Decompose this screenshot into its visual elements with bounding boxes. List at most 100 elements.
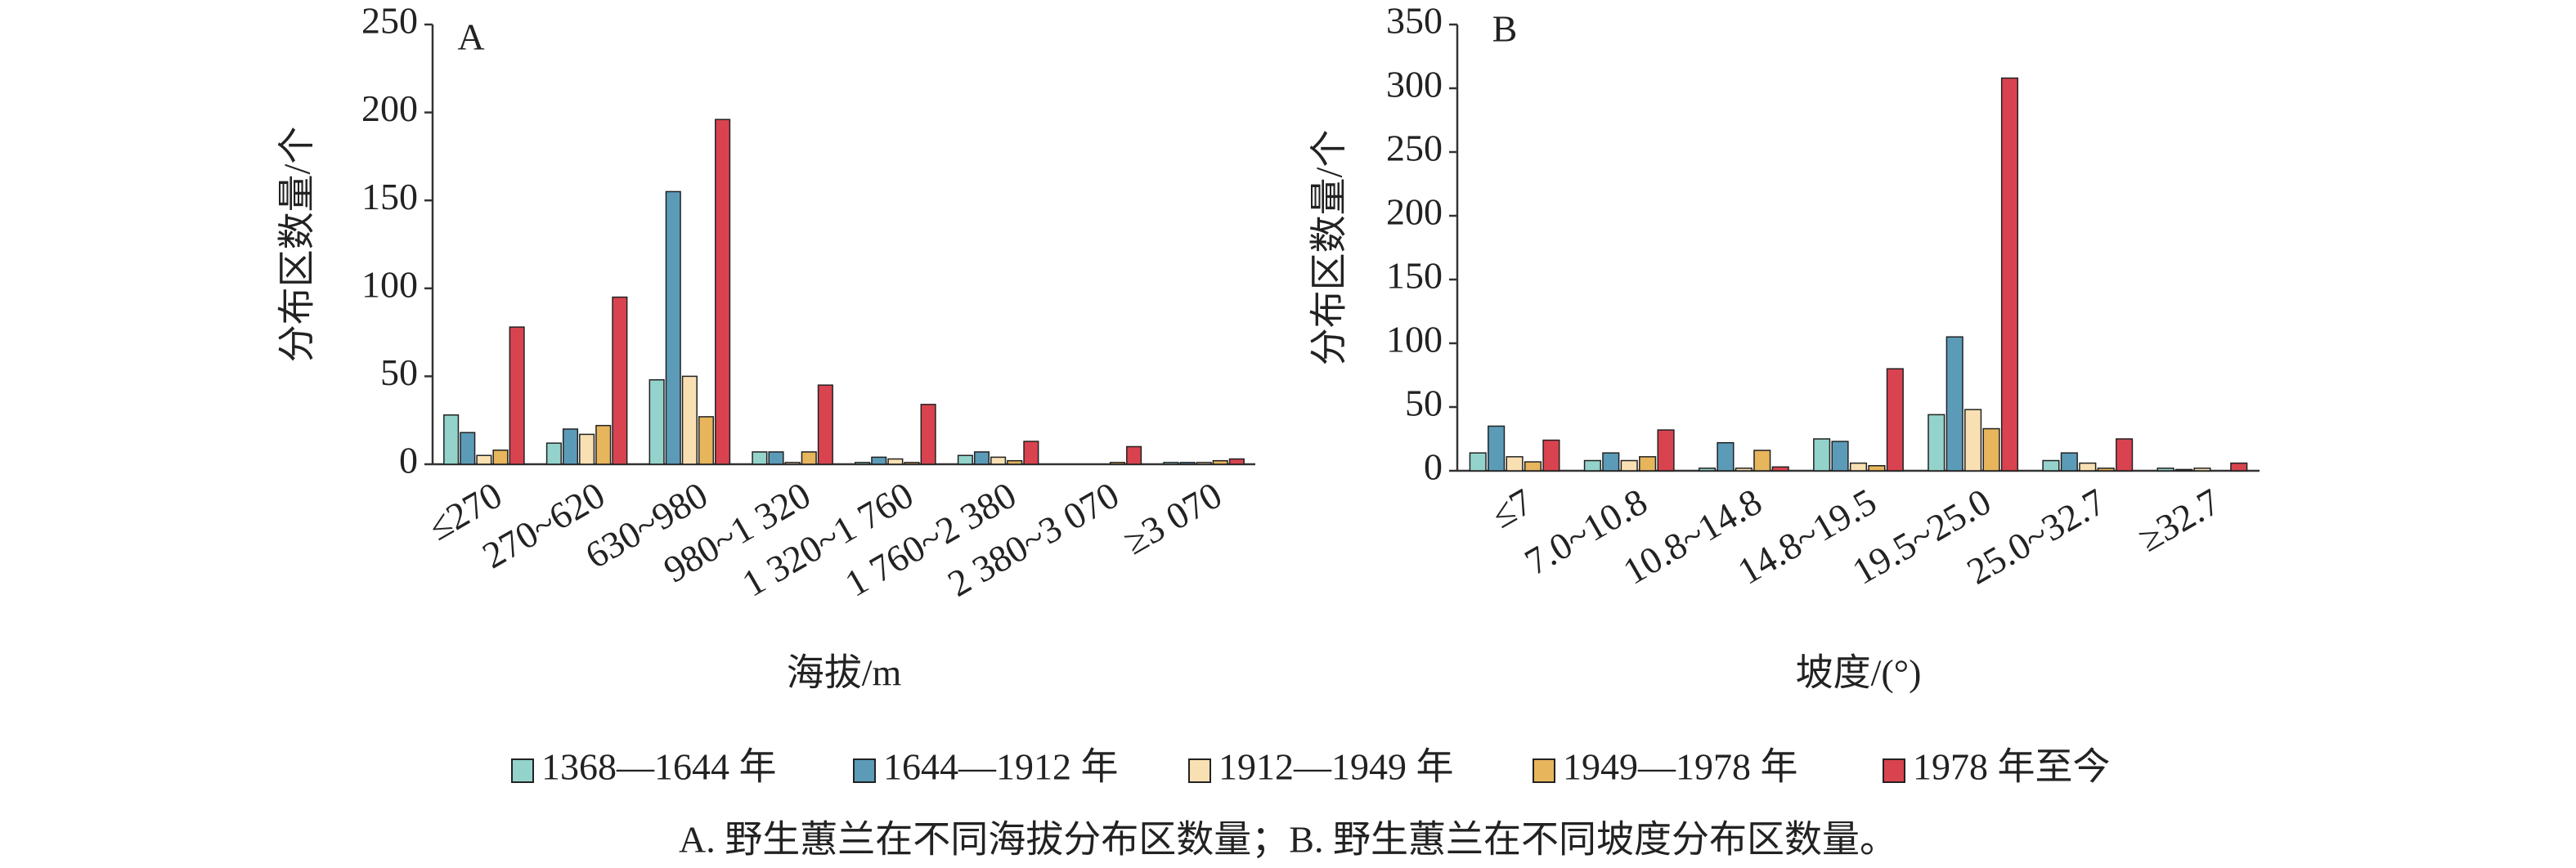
bar — [973, 451, 990, 465]
y-tick-label: 200 — [1386, 191, 1443, 233]
y-tick-label: 50 — [1405, 383, 1443, 424]
bar — [509, 326, 525, 465]
bar — [2193, 468, 2211, 472]
bar — [1945, 336, 1963, 472]
bar — [476, 454, 492, 465]
bar — [715, 119, 731, 465]
bar — [768, 451, 784, 465]
bar — [443, 414, 460, 465]
legend-swatch — [511, 758, 534, 783]
bar — [698, 416, 715, 465]
bar — [1849, 462, 1868, 472]
bar — [2042, 459, 2060, 472]
bar — [492, 450, 509, 465]
bar — [1639, 456, 1657, 472]
panel-label: A — [457, 16, 484, 58]
legend-swatch — [1533, 758, 1555, 783]
bar — [1602, 452, 1620, 472]
legend-label: 1978 年至今 — [1913, 746, 2111, 788]
bar — [1583, 459, 1601, 472]
bar — [1753, 450, 1771, 472]
bar — [612, 296, 628, 465]
y-tick-label: 0 — [1424, 446, 1443, 488]
bar — [887, 458, 904, 465]
bar — [1196, 462, 1212, 465]
bar — [871, 456, 887, 465]
bar — [562, 428, 579, 465]
bar — [1868, 465, 1886, 472]
bar — [1771, 466, 1789, 472]
y-tick-label: 300 — [1386, 64, 1443, 105]
bar — [1831, 441, 1849, 472]
bar — [2156, 468, 2174, 472]
bar — [1735, 468, 1752, 472]
bar — [1488, 425, 1506, 472]
bar — [1657, 429, 1675, 472]
bar — [801, 451, 817, 465]
bar — [1886, 368, 1904, 472]
y-tick-label: 250 — [361, 0, 418, 42]
y-tick-label: 150 — [361, 176, 418, 217]
bar — [784, 462, 801, 465]
bar — [1023, 441, 1039, 465]
bar — [648, 378, 665, 465]
bar — [1698, 468, 1717, 472]
bar — [904, 462, 920, 465]
y-tick-label: 200 — [361, 87, 418, 129]
bar — [920, 404, 936, 465]
bar — [2116, 438, 2134, 472]
bar — [1506, 456, 1524, 472]
bar — [752, 451, 768, 465]
bar — [681, 375, 698, 465]
bar — [1469, 452, 1487, 472]
y-tick-label: 250 — [1386, 128, 1443, 169]
panel-label: B — [1492, 8, 1518, 50]
bar — [1126, 445, 1142, 465]
x-tick-label: ≥32.7 — [2131, 481, 2227, 560]
bar — [1982, 427, 2000, 472]
bar — [2000, 77, 2019, 472]
bar — [817, 384, 833, 465]
bar — [2060, 452, 2078, 472]
x-axis-title: 海拔/m — [787, 652, 902, 694]
y-tick-label: 150 — [1386, 255, 1443, 297]
bar — [1212, 459, 1228, 465]
bar — [1007, 459, 1023, 465]
legend-swatch — [853, 758, 876, 783]
bar — [855, 462, 871, 465]
bar — [1620, 459, 1638, 472]
y-tick-label: 100 — [361, 263, 418, 305]
bar — [2097, 468, 2115, 472]
y-tick-label: 50 — [380, 351, 418, 393]
legend-label: 1644—1912 年 — [883, 746, 1119, 788]
legend-label: 1912—1949 年 — [1218, 746, 1454, 788]
bar — [1228, 458, 1245, 465]
bar — [1524, 461, 1542, 472]
bar — [545, 442, 562, 465]
y-tick-label: 350 — [1386, 0, 1443, 42]
y-axis-title: 分布区数量/个 — [1308, 130, 1350, 366]
bar — [1717, 441, 1735, 472]
bar — [1542, 439, 1560, 472]
bar — [2230, 462, 2248, 472]
bar — [957, 454, 973, 465]
bar — [1813, 438, 1831, 472]
bar — [460, 432, 476, 465]
bar — [2079, 462, 2097, 472]
legend-swatch — [1188, 758, 1211, 783]
bar — [1179, 462, 1196, 465]
bar — [595, 424, 612, 465]
bar — [1163, 462, 1179, 465]
bar — [579, 433, 595, 465]
caption: A. 野生蕙兰在不同海拔分布区数量；B. 野生蕙兰在不同坡度分布区数量。 — [679, 819, 1897, 861]
bar — [1109, 462, 1126, 465]
bar — [665, 190, 681, 465]
x-tick-label: ≥3 070 — [1116, 474, 1228, 563]
bar — [1928, 414, 1945, 472]
legend-swatch — [1883, 758, 1905, 783]
bar — [1964, 409, 1982, 472]
x-tick-label: ≤7 — [1484, 481, 1539, 536]
y-tick-label: 0 — [399, 440, 418, 481]
bar — [990, 456, 1007, 465]
